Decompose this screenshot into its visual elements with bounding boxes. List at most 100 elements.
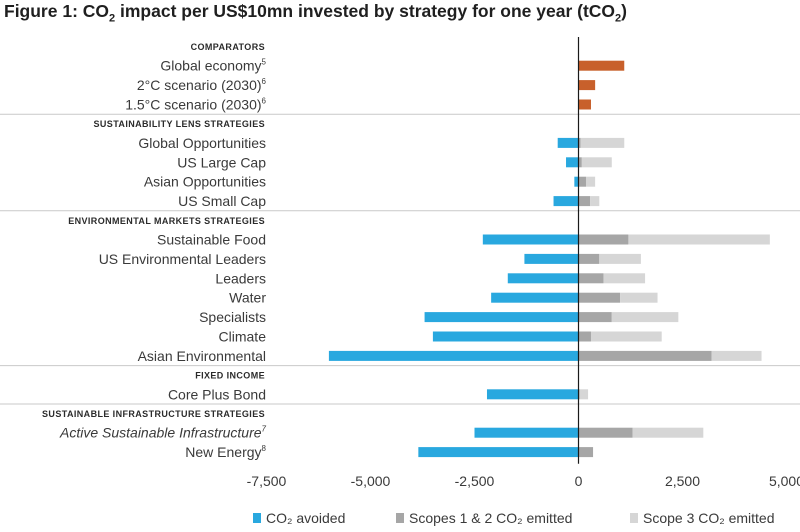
legend-label-avoided: CO₂ avoided: [266, 510, 345, 526]
bar-scope-3: [590, 331, 662, 342]
footnote-marker: 6: [262, 97, 267, 106]
category-label: Specialists: [199, 309, 266, 325]
x-tick-label: 5,000: [769, 473, 800, 489]
category-label: US Environmental Leaders: [99, 251, 266, 267]
category-label-text: Leaders: [215, 270, 266, 286]
footnote-marker: 7: [262, 425, 267, 434]
bar-scope-3: [632, 427, 704, 438]
bar-co2-avoided: [486, 389, 579, 400]
bar-scope-3: [711, 350, 762, 361]
category-label-text: New Energy: [185, 444, 261, 460]
category-label-text: Asian Environmental: [138, 348, 266, 364]
category-label-text: Specialists: [199, 309, 266, 325]
bar-co2-avoided: [424, 312, 579, 323]
x-tick-label: -2,500: [455, 473, 495, 489]
category-label-text: Core Plus Bond: [168, 386, 266, 402]
bar-scope-3: [603, 273, 646, 284]
bar-scope-3: [628, 234, 770, 245]
bar-scopes-1-2: [578, 331, 591, 342]
footnote-marker: 8: [262, 444, 267, 453]
section-header: FIXED INCOME: [195, 371, 265, 381]
category-label-text: Global Opportunities: [138, 135, 266, 151]
category-label-text: 2°C scenario (2030): [137, 77, 262, 93]
category-label-text: Water: [229, 290, 266, 306]
category-label-text: Asian Opportunities: [144, 174, 266, 190]
category-label-text: Active Sustainable Infrastructure: [59, 425, 262, 441]
bar-scope-3: [579, 389, 589, 400]
x-tick-label: 2,500: [665, 473, 700, 489]
bar-scope-3: [580, 137, 625, 148]
category-label: Active Sustainable Infrastructure7: [59, 425, 267, 441]
category-label: Climate: [219, 329, 267, 345]
bar-scopes-1-2: [578, 273, 604, 284]
bar-scopes-1-2: [578, 137, 581, 148]
chart-title: Figure 1: CO2 impact per US$10mn investe…: [4, 1, 627, 25]
section-header: SUSTAINABILITY LENS STRATEGIES: [93, 119, 265, 129]
category-label: New Energy8: [185, 444, 266, 460]
bar-scope-3: [599, 253, 641, 264]
bar-scope-3: [590, 196, 600, 207]
bar-co2-avoided: [328, 350, 579, 361]
bar-scopes-1-2: [578, 253, 600, 264]
bar-co2-avoided: [482, 234, 579, 245]
bar-co2-avoided: [557, 137, 579, 148]
category-label-text: US Environmental Leaders: [99, 251, 266, 267]
x-tick-label: -5,000: [351, 473, 391, 489]
bar-scopes-1-2: [578, 350, 712, 361]
footnote-marker: 6: [262, 77, 267, 86]
bar-scopes-1-2: [578, 427, 633, 438]
bar-comparator: [578, 60, 625, 71]
legend-label-scopes12: Scopes 1 & 2 CO₂ emitted: [409, 510, 572, 526]
category-label-text: Global economy: [160, 58, 261, 74]
legend-swatch-scopes12: [396, 513, 404, 523]
category-label: Water: [229, 290, 266, 306]
category-label: 1.5°C scenario (2030)6: [125, 97, 266, 113]
bar-scopes-1-2: [578, 196, 591, 207]
bar-scopes-1-2: [578, 312, 612, 323]
legend-swatch-scope3: [630, 513, 638, 523]
bar-co2-avoided: [474, 427, 579, 438]
legend-label-scope3: Scope 3 CO₂ emitted: [643, 510, 775, 526]
section-header: SUSTAINABLE INFRASTRUCTURE STRATEGIES: [42, 409, 265, 419]
bar-co2-avoided: [507, 273, 579, 284]
category-label-text: US Small Cap: [178, 193, 266, 209]
category-label: US Large Cap: [177, 154, 266, 170]
category-label: Global Opportunities: [138, 135, 266, 151]
category-label: Sustainable Food: [157, 232, 266, 248]
bar-co2-avoided: [432, 331, 579, 342]
bar-co2-avoided: [566, 157, 579, 168]
category-label: Core Plus Bond: [168, 386, 266, 402]
category-label: Asian Opportunities: [144, 174, 266, 190]
bar-co2-avoided: [574, 176, 579, 187]
bar-scope-3: [620, 292, 658, 303]
category-label-text: 1.5°C scenario (2030): [125, 97, 261, 113]
bar-scope-3: [581, 157, 612, 168]
bar-scopes-1-2: [578, 447, 594, 458]
bar-scopes-1-2: [578, 157, 582, 168]
category-label: US Small Cap: [178, 193, 266, 209]
section-header: ENVIRONMENTAL MARKETS STRATEGIES: [68, 216, 265, 226]
category-label: Leaders: [215, 270, 266, 286]
bar-co2-avoided: [491, 292, 579, 303]
category-label-text: Climate: [219, 329, 267, 345]
bar-co2-avoided: [524, 253, 579, 264]
footnote-marker: 5: [262, 58, 267, 67]
legend-swatch-avoided: [253, 513, 261, 523]
x-tick-label: -7,500: [247, 473, 287, 489]
bar-co2-avoided: [418, 447, 579, 458]
category-label-text: Sustainable Food: [157, 232, 266, 248]
bar-scope-3: [585, 176, 596, 187]
bar-scopes-1-2: [578, 176, 586, 187]
category-label: 2°C scenario (2030)6: [137, 77, 267, 93]
bar-scopes-1-2: [578, 234, 629, 245]
bar-scopes-1-2: [578, 292, 621, 303]
section-header: COMPARATORS: [191, 42, 265, 52]
category-label: Global economy5: [160, 58, 266, 74]
bar-scope-3: [611, 312, 679, 323]
category-label-text: US Large Cap: [177, 154, 266, 170]
category-label: Asian Environmental: [138, 348, 266, 364]
bar-comparator: [578, 80, 596, 91]
bar-co2-avoided: [553, 196, 579, 207]
bar-comparator: [578, 99, 591, 110]
